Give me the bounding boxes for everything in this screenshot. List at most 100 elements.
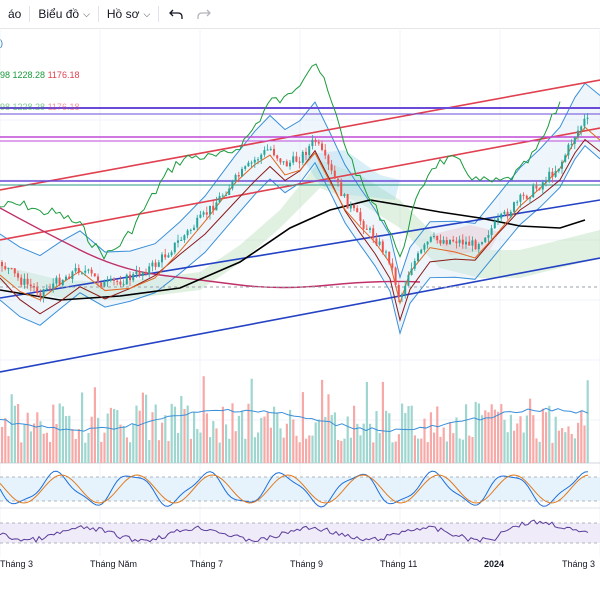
candle-body (573, 137, 576, 144)
volume-bar (113, 408, 116, 463)
volume-bar (225, 424, 228, 463)
volume-bar (305, 438, 308, 463)
candle-body (97, 276, 99, 283)
volume-bar (250, 378, 253, 463)
chevron-down-icon: ⌵ (143, 8, 151, 19)
volume-bar (449, 422, 452, 463)
candle-body (545, 181, 547, 183)
candle-body (154, 262, 157, 267)
time-axis-label: Tháng 9 (290, 559, 324, 569)
volume-bar (388, 413, 391, 463)
volume-bar (557, 430, 560, 463)
candle-body (487, 235, 490, 238)
volume-bar (148, 440, 151, 463)
candle-body (55, 277, 58, 284)
volume-bar (276, 412, 279, 463)
volume-bar (525, 415, 528, 463)
volume-bar (202, 376, 205, 463)
candle-body (74, 267, 77, 272)
volume-bar (263, 416, 266, 463)
undo-button[interactable] (165, 3, 187, 25)
toolbar-item-profile[interactable]: Hồ sơ ⌵ (99, 0, 158, 28)
candle-body (17, 273, 19, 278)
candle-body (285, 161, 288, 167)
candle-body (84, 270, 87, 273)
candle-body (493, 221, 496, 229)
volume-bar (497, 411, 500, 463)
volume-bar (119, 424, 122, 463)
volume-bar (381, 381, 384, 463)
candle-body (561, 161, 563, 169)
candle-body (276, 155, 279, 159)
candle-body (503, 211, 506, 214)
volume-bar (87, 433, 90, 463)
candle-body (570, 143, 573, 145)
candle-body (535, 185, 538, 189)
volume-bar (122, 425, 125, 463)
volume-bar (23, 424, 26, 463)
stochastic-d (0, 474, 589, 504)
undo-icon (169, 9, 183, 19)
candle-body (68, 276, 71, 280)
candle-body (541, 182, 544, 190)
candle-body (221, 195, 224, 197)
candle-body (372, 228, 375, 239)
candle-body (321, 143, 323, 150)
candle-body (564, 155, 567, 162)
candle-body (81, 272, 83, 274)
candle-body (61, 280, 64, 286)
time-axis-label: Tháng 3 (562, 559, 596, 569)
volume-bar (26, 412, 29, 463)
candle-body (103, 281, 106, 287)
candle-body (212, 205, 215, 211)
candle-body (215, 202, 218, 211)
volume-bar (42, 433, 45, 463)
redo-button[interactable] (193, 3, 215, 25)
candle-body (135, 271, 138, 275)
volume-bar (337, 439, 340, 463)
volume-bar (298, 442, 301, 463)
legend-row-3: 98 1228.28 1176.18 (0, 102, 79, 112)
candle-body (228, 188, 231, 195)
time-axis[interactable]: Tháng 3 Tháng Năm Tháng 7 Tháng 9 Tháng … (0, 556, 600, 574)
toolbar-item-alerts[interactable]: áo (0, 0, 29, 28)
candle-body (401, 294, 403, 298)
volume-bar (407, 405, 410, 463)
candle-body (429, 236, 432, 242)
volume-bar (196, 428, 199, 463)
volume-bar (401, 403, 404, 463)
volume-bar (554, 416, 557, 463)
candle-body (186, 230, 189, 236)
candle-body (583, 118, 586, 127)
candle-body (218, 196, 221, 203)
volume-bar (570, 433, 573, 463)
candle-body (173, 242, 176, 253)
candle-body (445, 240, 448, 245)
candle-body (205, 212, 208, 215)
legend-value: 1228.28 (12, 70, 46, 80)
volume-bar (516, 423, 519, 463)
volume-bar (567, 426, 570, 463)
volume-bar (340, 440, 343, 463)
volume-bar (490, 404, 493, 463)
rsi-band (0, 523, 600, 543)
candle-body (247, 162, 250, 167)
volume-bar (273, 406, 276, 463)
candle-body (52, 283, 55, 289)
volume-bar (433, 432, 436, 463)
volume-bar (378, 433, 381, 463)
legend-value: 1176.18 (47, 102, 80, 112)
toolbar-item-chart[interactable]: Biểu đồ ⌵ (30, 0, 98, 28)
volume-bar (81, 392, 84, 463)
candle-body (317, 142, 320, 144)
price-chart[interactable] (0, 28, 600, 556)
volume-bar (365, 382, 368, 463)
candle-body (269, 148, 272, 150)
candle-body (388, 251, 391, 264)
candle-body (426, 241, 429, 245)
volume-bar (583, 425, 586, 463)
volume-bar (125, 437, 128, 463)
volume-bar (391, 442, 394, 463)
volume-bar (353, 405, 356, 463)
legend-row-2: 98 1228.28 1176.18 (0, 70, 79, 80)
